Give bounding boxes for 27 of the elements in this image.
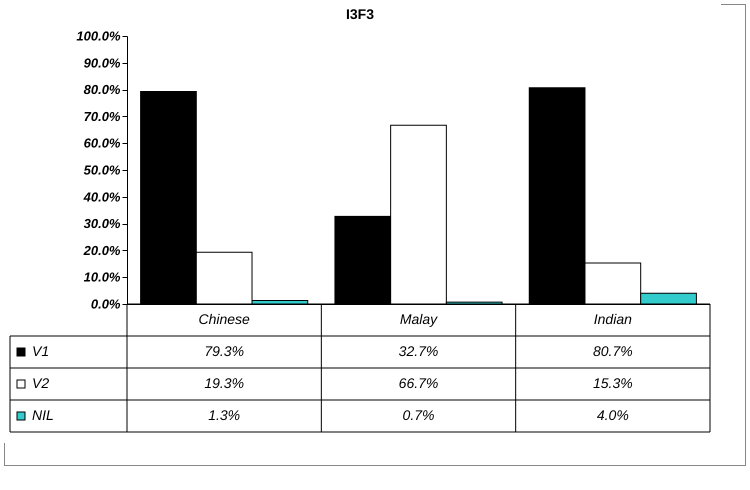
data-label: 0.7%: [402, 407, 434, 423]
y-tick-label: 40.0%: [82, 189, 121, 204]
data-label: 79.3%: [204, 343, 244, 359]
legend-label: V1: [32, 343, 50, 359]
data-label: 66.7%: [398, 375, 438, 391]
x-tick-label: Indian: [594, 311, 632, 327]
y-tick-label: 80.0%: [84, 82, 121, 98]
y-tick-label: 90.0%: [84, 55, 121, 70]
chart-title: I3F3: [346, 6, 374, 22]
y-tick-label: 30.0%: [84, 216, 121, 232]
data-label: 19.3%: [204, 375, 244, 391]
data-label: 1.3%: [208, 407, 240, 423]
y-tick-label: 20.0%: [82, 242, 121, 258]
y-tick-label: 70.0%: [84, 108, 121, 124]
data-label: 4.0%: [596, 407, 629, 423]
y-tick-label: 100.0%: [76, 28, 121, 44]
data-label: 32.7%: [398, 343, 438, 359]
data-label: 15.3%: [592, 375, 633, 391]
y-tick-label: 50.0%: [84, 162, 121, 178]
x-tick-label: Chinese: [198, 311, 250, 327]
legend-label: NIL: [32, 407, 54, 423]
data-label: 80.7%: [592, 343, 633, 359]
x-tick-label: Malay: [400, 311, 438, 327]
legend-label: V2: [32, 375, 50, 391]
y-tick-label: 0.0%: [90, 296, 121, 312]
y-tick-label: 10.0%: [84, 270, 121, 285]
y-tick-label: 60.0%: [84, 136, 121, 151]
